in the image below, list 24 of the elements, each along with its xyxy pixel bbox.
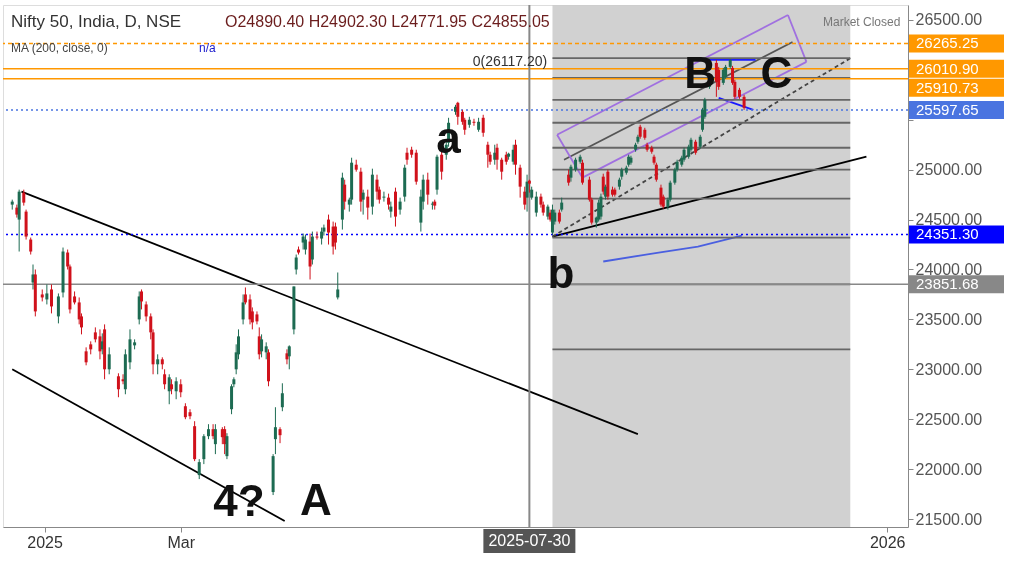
y-tick-label: 23500.00 [915, 310, 983, 328]
ref-line-label: 2025-07-30 [488, 532, 571, 549]
y-tick-label: 22500.00 [915, 410, 983, 428]
ref-line-label: 23851.68 [916, 275, 979, 293]
y-tick-label: 21500.00 [915, 510, 983, 528]
ref-line-label: 26010.90 [916, 59, 979, 77]
x-tick-label: Mar [167, 533, 196, 551]
annotation: O24890.40 H24902.30 L24771.95 C24855.05 [225, 13, 550, 30]
annotation: b [547, 248, 575, 297]
annotation: MA (200, close, 0) [11, 41, 108, 55]
ref-line-label: 25597.65 [916, 101, 979, 119]
y-tick-label: 24000.00 [915, 260, 983, 278]
y-tick-label: 26500.00 [915, 11, 983, 29]
y-tick-label: 25000.00 [915, 161, 983, 179]
annotation: Market Closed [823, 15, 901, 29]
ref-line-label: 25910.73 [916, 78, 979, 96]
x-tick-label: 2026 [869, 533, 906, 551]
ref-line-label: 26265.25 [916, 34, 979, 52]
y-tick-label: 23000.00 [915, 360, 983, 378]
annotation: A [300, 475, 332, 524]
annotation: n/a [199, 41, 217, 55]
y-tick-label: 22000.00 [915, 460, 983, 478]
chart-title: Nifty 50, India, D, NSE [11, 12, 182, 31]
x-tick-label: 2025 [27, 533, 63, 551]
